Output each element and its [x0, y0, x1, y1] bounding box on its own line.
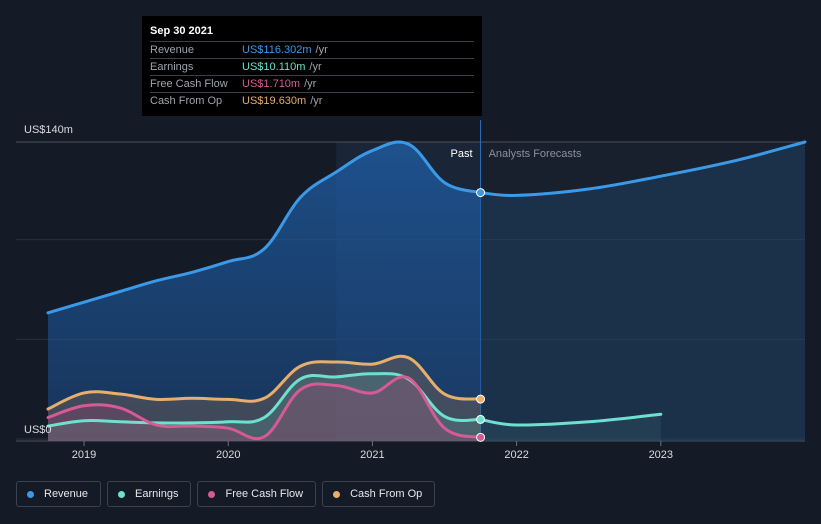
marker-free-cash-flow [476, 432, 486, 442]
x-tick-label: 2021 [360, 449, 384, 461]
legend-item-revenue[interactable]: Revenue [16, 481, 102, 507]
tooltip-row-cash-from-op: Cash From Op US$19.630m /yr [150, 93, 474, 109]
tooltip-label: Revenue [150, 44, 195, 56]
tooltip-date: Sep 30 2021 [150, 22, 474, 42]
marker-revenue [476, 188, 486, 198]
tooltip-value: US$1.710m [242, 78, 301, 90]
marker-earnings [476, 414, 486, 424]
x-tick-label: 2023 [649, 449, 673, 461]
tooltip-label: Free Cash Flow [150, 78, 228, 90]
tooltip-value: US$116.302m [242, 44, 312, 56]
legend-label: Cash From Op [350, 488, 423, 500]
marker-cash-from-op [476, 394, 486, 404]
x-tick-label: 2019 [72, 449, 96, 461]
forecast-region-label: Analysts Forecasts [489, 148, 582, 160]
y-axis-top-label: US$140m [24, 124, 73, 136]
area-free-cash-flow [48, 376, 481, 441]
line-cash-from-op [46, 354, 483, 411]
tooltip-unit: /yr [315, 44, 328, 56]
forecast-region-background [480, 142, 805, 441]
area-earnings-forecast [480, 414, 661, 441]
line-revenue-forecast [479, 140, 807, 197]
legend-label: Revenue [44, 488, 89, 500]
series-lines [46, 140, 807, 441]
legend-label: Earnings [135, 488, 179, 500]
x-tick-label: 2022 [504, 449, 528, 461]
line-revenue [46, 140, 483, 315]
financial-chart: US$140m US$0 Past Analysts Forecasts 201… [16, 120, 807, 461]
series-markers [476, 188, 486, 442]
line-earnings-forecast [479, 412, 663, 427]
tooltip-row-free-cash-flow: Free Cash Flow US$1.710m /yr [150, 76, 474, 93]
tooltip-row-earnings: Earnings US$10.110m /yr [150, 59, 474, 76]
x-tick-label: 2020 [216, 449, 240, 461]
hover-tooltip: Sep 30 2021 Revenue US$116.302m /yr Earn… [142, 16, 482, 116]
x-axis-ticks: 2019 2020 2021 2022 2023 [72, 441, 673, 461]
tooltip-row-revenue: Revenue US$116.302m /yr [150, 42, 474, 59]
legend-item-cash-from-op[interactable]: Cash From Op [322, 481, 436, 507]
chart-legend: Revenue Earnings Free Cash Flow Cash Fro… [16, 481, 436, 507]
legend-label: Free Cash Flow [225, 488, 304, 500]
past-region-label: Past [451, 148, 473, 160]
legend-dot-icon [208, 490, 216, 498]
tooltip-unit: /yr [304, 78, 317, 90]
tooltip-label: Earnings [150, 61, 194, 73]
area-revenue [48, 141, 481, 441]
legend-dot-icon [333, 490, 341, 498]
legend-item-earnings[interactable]: Earnings [107, 481, 192, 507]
legend-dot-icon [27, 490, 34, 498]
legend-dot-icon [118, 490, 126, 498]
y-axis-bottom-label: US$0 [24, 424, 52, 436]
tooltip-label: Cash From Op [150, 95, 223, 107]
tooltip-value: US$10.110m [242, 61, 306, 73]
area-revenue-forecast [480, 142, 805, 441]
tooltip-value: US$19.630m [242, 95, 307, 107]
legend-item-free-cash-flow[interactable]: Free Cash Flow [197, 481, 317, 507]
tooltip-unit: /yr [309, 61, 322, 73]
tooltip-unit: /yr [310, 95, 323, 107]
line-free-cash-flow [46, 375, 483, 441]
